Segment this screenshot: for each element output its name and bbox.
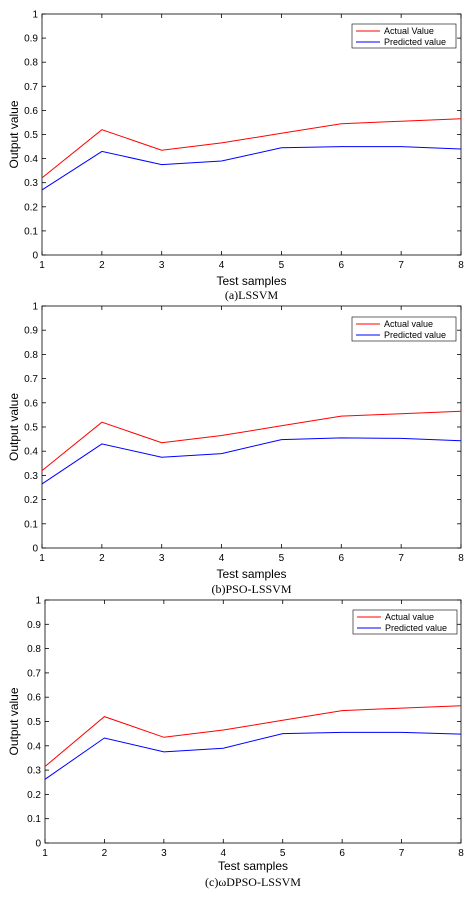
y-tick-label: 0.6 [27, 693, 41, 704]
y-tick-label: 0.2 [24, 495, 38, 506]
x-tick-label: 8 [458, 553, 464, 564]
x-axis-label: Test samples [218, 859, 288, 873]
y-tick-label: 0 [32, 544, 38, 555]
y-tick-label: 0 [35, 839, 41, 850]
x-tick-label: 4 [219, 260, 225, 271]
series-line-predicted [41, 437, 462, 485]
x-tick-label: 2 [102, 848, 108, 859]
y-axis-label: Output value [7, 393, 21, 461]
x-tick-label: 1 [39, 260, 45, 271]
y-tick-label: 0.6 [24, 106, 38, 117]
y-tick-label: 0.6 [24, 398, 38, 409]
y-tick-label: 0.5 [24, 130, 38, 141]
x-axis-label: Test samples [216, 274, 286, 288]
y-tick-label: 0.1 [27, 814, 41, 825]
series-line-predicted [41, 146, 462, 191]
x-tick-label: 4 [219, 553, 225, 564]
x-tick-label: 1 [42, 848, 48, 859]
x-tick-label: 7 [398, 553, 404, 564]
x-tick-label: 5 [280, 848, 286, 859]
x-tick-label: 7 [398, 260, 404, 271]
x-axis-label: Test samples [216, 567, 286, 581]
x-tick-label: 2 [99, 553, 105, 564]
y-tick-label: 0.1 [24, 519, 38, 530]
legend-box [352, 609, 458, 635]
x-tick-label: 6 [339, 553, 345, 564]
chart-panel-2: 1 2 3 4 5 6 7 8 0 0.1 0.2 0.3 0.4 0.5 0.6 0.7 0.8 0.9 1 Act… [7, 302, 464, 597]
panel-caption: (b)PSO-LSSVM [211, 582, 291, 596]
x-tick-label: 2 [99, 260, 105, 271]
y-tick-label: 0.3 [24, 471, 38, 482]
y-tick-label: 0.4 [24, 447, 38, 458]
y-tick-label: 0.8 [27, 644, 41, 655]
y-tick-label: 0.8 [24, 58, 38, 69]
y-axis-label: Output value [7, 100, 21, 168]
y-tick-label: 0.5 [24, 423, 38, 434]
y-tick-label: 0.4 [24, 154, 38, 165]
y-tick-label: 0.3 [24, 178, 38, 189]
y-tick-label: 1 [35, 596, 41, 607]
legend-label: Actual value [385, 612, 434, 622]
y-axis-label: Output value [7, 687, 21, 755]
plot-area [44, 599, 462, 844]
series-line-actual [41, 410, 462, 471]
x-tick-label: 3 [159, 260, 165, 271]
x-tick-label: 8 [458, 260, 464, 271]
y-tick-label: 0.5 [27, 717, 41, 728]
x-tick-label: 7 [399, 848, 405, 859]
x-tick-label: 5 [279, 260, 285, 271]
panel-caption: (c)ωDPSO-LSSVM [205, 875, 301, 889]
y-tick-label: 0.2 [27, 790, 41, 801]
legend-label: Actual Value [384, 26, 434, 36]
legend-label: Actual value [384, 319, 433, 329]
y-tick-label: 0.1 [24, 226, 38, 237]
y-tick-label: 0.4 [27, 741, 41, 752]
x-tick-label: 6 [339, 848, 345, 859]
x-tick-label: 6 [339, 260, 345, 271]
x-tick-label: 8 [458, 848, 464, 859]
y-tick-label: 0.7 [27, 668, 41, 679]
y-tick-label: 1 [32, 302, 38, 313]
y-tick-label: 0.8 [24, 350, 38, 361]
chart-panel-1: 1 2 3 4 5 6 7 8 0 0.1 0.2 0.3 0.4 0.5 0.6 0.7 0.8 0.9 1 Act… [7, 10, 464, 303]
x-tick-label: 1 [39, 553, 45, 564]
x-tick-label: 4 [221, 848, 227, 859]
x-tick-label: 5 [279, 553, 285, 564]
y-tick-label: 0.2 [24, 202, 38, 213]
y-tick-label: 0 [32, 251, 38, 262]
plot-area [41, 305, 462, 549]
x-tick-label: 3 [161, 848, 167, 859]
series-line-actual [41, 118, 462, 179]
chart-panel-3: 1 2 3 4 5 6 7 8 0 0.1 0.2 0.3 0.4 0.5 0.6 0.7 0.8 0.9 1 Act… [7, 596, 464, 890]
panel-caption: (a)LSSVM [225, 288, 279, 302]
legend-box [351, 316, 457, 342]
y-tick-label: 0.9 [24, 326, 38, 337]
y-tick-label: 0.9 [24, 34, 38, 45]
legend-label: Predicted value [384, 37, 446, 47]
x-tick-label: 3 [159, 553, 165, 564]
y-tick-label: 0.9 [27, 620, 41, 631]
series-line-predicted [44, 731, 462, 780]
legend-box [351, 23, 457, 49]
y-tick-label: 0.7 [24, 82, 38, 93]
legend-label: Predicted value [384, 330, 446, 340]
y-tick-label: 1 [32, 10, 38, 21]
y-tick-label: 0.7 [24, 374, 38, 385]
y-tick-label: 0.3 [27, 766, 41, 777]
plot-area [41, 13, 462, 256]
series-line-actual [44, 705, 462, 767]
legend-label: Predicted value [385, 623, 447, 633]
